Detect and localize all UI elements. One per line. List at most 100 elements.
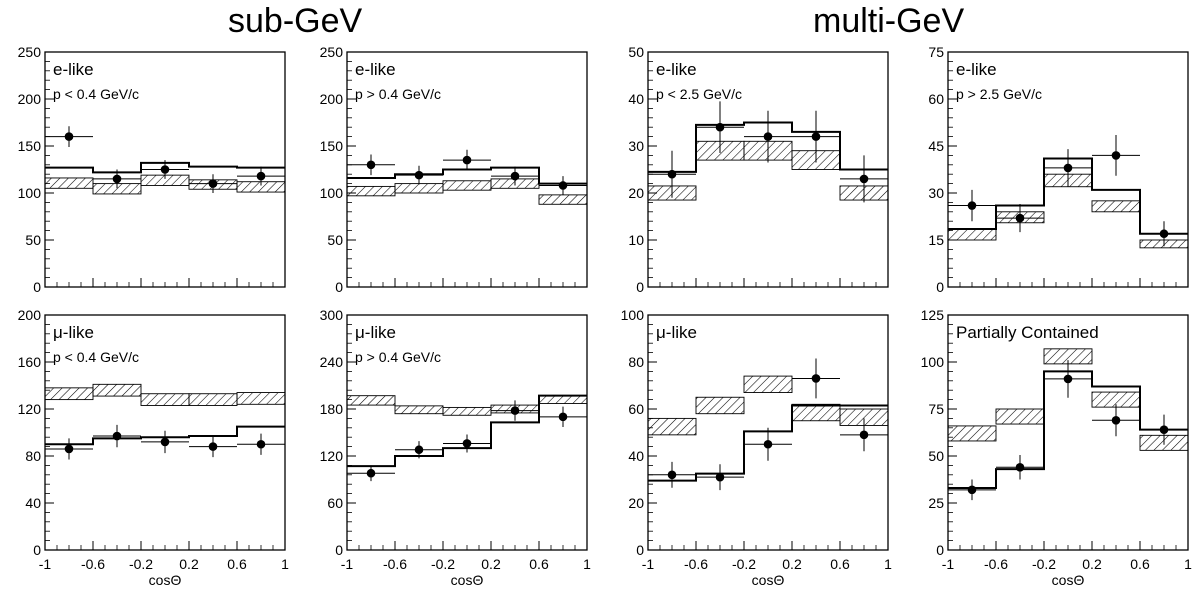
y-tick-label: 40	[628, 91, 644, 107]
data-point	[414, 445, 424, 455]
y-tick-label: 180	[320, 401, 344, 417]
y-tick-label: 40	[25, 495, 41, 511]
y-tick-label: 0	[636, 542, 644, 558]
mc-band-box	[743, 375, 793, 394]
data-point	[1159, 229, 1169, 239]
x-tick-label: -0.6	[684, 556, 708, 572]
panel-pc: 0 25 50 75 100 125 -1 -0.6 -0.2 0.2 0.6 1 cosΘ Partia…	[921, 307, 1192, 588]
data-point	[667, 169, 677, 179]
panel-label: e-like	[53, 60, 94, 79]
mc-band-box	[791, 403, 841, 422]
y-tick-label: 50	[25, 232, 41, 248]
data-point	[1111, 151, 1121, 160]
data-point	[462, 439, 472, 448]
data-point	[208, 179, 218, 188]
x-tick-label: -0.6	[81, 556, 105, 572]
x-tick-label: -1	[642, 556, 655, 572]
y-tick-label: 240	[320, 354, 344, 370]
y-tick-label: 120	[18, 401, 42, 417]
mc-band-box	[236, 392, 286, 405]
x-axis-label: cosΘ	[149, 572, 182, 588]
data-point	[510, 171, 520, 181]
mc-band-box	[538, 194, 588, 205]
x-tick-label: 0.2	[481, 556, 501, 572]
data-point	[414, 170, 424, 180]
y-tick-label: 75	[928, 44, 944, 60]
data-point	[1063, 374, 1073, 384]
y-tick-label: 25	[928, 495, 944, 511]
data-point	[859, 430, 869, 440]
y-tick-label: 100	[18, 185, 42, 201]
y-tick-label: 200	[320, 91, 344, 107]
panel-label: μ-like	[656, 323, 697, 342]
panel-sub-mu2: 0 60 120 180 240 300 -1 -0.6 -0.2 0.2 0.6 1 cosΘ μ-li…	[320, 307, 591, 588]
data-point	[160, 165, 170, 174]
x-tick-label: -0.2	[732, 556, 756, 572]
y-tick-label: 160	[18, 354, 42, 370]
data-point	[1015, 462, 1025, 472]
panel-sub-e2: 0 50 100 150 200 250 e-like p > 0.4 GeV/c	[320, 44, 588, 295]
y-tick-label: 120	[320, 448, 344, 464]
mc-band-box	[346, 185, 396, 197]
x-tick-label: -0.6	[383, 556, 407, 572]
data-point	[558, 181, 568, 190]
data-point	[256, 439, 266, 449]
data-point	[811, 132, 821, 141]
mc-band-box	[695, 396, 745, 415]
panel-label: e-like	[956, 60, 997, 79]
x-tick-label: 0.6	[529, 556, 549, 572]
panel-label: e-like	[355, 60, 396, 79]
y-tick-label: 60	[327, 495, 343, 511]
data-point	[112, 431, 122, 441]
y-tick-label: 20	[628, 185, 644, 201]
y-tick-label: 0	[33, 542, 41, 558]
y-tick-label: 80	[628, 354, 644, 370]
x-tick-label: 0.6	[1130, 556, 1150, 572]
panel-sub-mu: 0 40 80 120 160 200 -1 -0.6 -0.2 0.2 0.6 1 cosΘ μ-lik…	[18, 307, 289, 588]
x-tick-label: -0.2	[129, 556, 153, 572]
data-point	[462, 155, 472, 165]
y-tick-label: 40	[628, 448, 644, 464]
panel-label: e-like	[656, 60, 697, 79]
y-tick-label: 50	[327, 232, 343, 248]
y-tick-label: 50	[928, 448, 944, 464]
mc-band-box	[140, 393, 190, 406]
data-point	[256, 171, 266, 181]
y-tick-label: 20	[628, 495, 644, 511]
y-tick-label: 0	[335, 542, 343, 558]
panel-sub-e: 0 50 100 150 200 250 e-like p < 0.4 GeV/c	[18, 44, 286, 295]
y-tick-label: 100	[921, 354, 945, 370]
mc-band-box	[947, 228, 997, 241]
group-title-sub-gev: sub-GeV	[228, 2, 363, 40]
mc-band-box	[44, 387, 94, 401]
mc-band-box	[394, 405, 444, 415]
data-point	[64, 132, 74, 141]
mc-band-box	[92, 383, 142, 397]
x-tick-label: 1	[884, 556, 892, 572]
data-point	[715, 122, 725, 132]
panel-sublabel: p > 0.4 GeV/c	[355, 86, 441, 102]
panel-multi-e: 0 10 20 30 40 50 e-like p < 2.5 GeV/c	[628, 44, 889, 295]
mc-step-line	[347, 394, 587, 468]
x-tick-label: 0.6	[227, 556, 247, 572]
data-point	[558, 412, 568, 422]
mc-band-box	[188, 393, 238, 406]
y-tick-label: 80	[25, 448, 41, 464]
y-tick-label: 30	[628, 138, 644, 154]
y-tick-label: 15	[928, 232, 944, 248]
y-tick-label: 200	[18, 307, 42, 323]
data-point	[715, 472, 725, 482]
x-tick-label: 1	[281, 556, 289, 572]
x-tick-label: 1	[1184, 556, 1192, 572]
x-tick-label: -0.2	[431, 556, 455, 572]
mc-band-box	[1091, 200, 1141, 213]
x-axis-label: cosΘ	[752, 572, 785, 588]
data-point	[763, 439, 773, 449]
x-tick-label: -0.2	[1032, 556, 1056, 572]
x-axis-label: cosΘ	[451, 572, 484, 588]
x-tick-label: -0.6	[984, 556, 1008, 572]
panel-sublabel: p < 2.5 GeV/c	[656, 86, 742, 102]
panel-sublabel: p < 0.4 GeV/c	[53, 349, 139, 365]
y-tick-label: 150	[320, 138, 344, 154]
